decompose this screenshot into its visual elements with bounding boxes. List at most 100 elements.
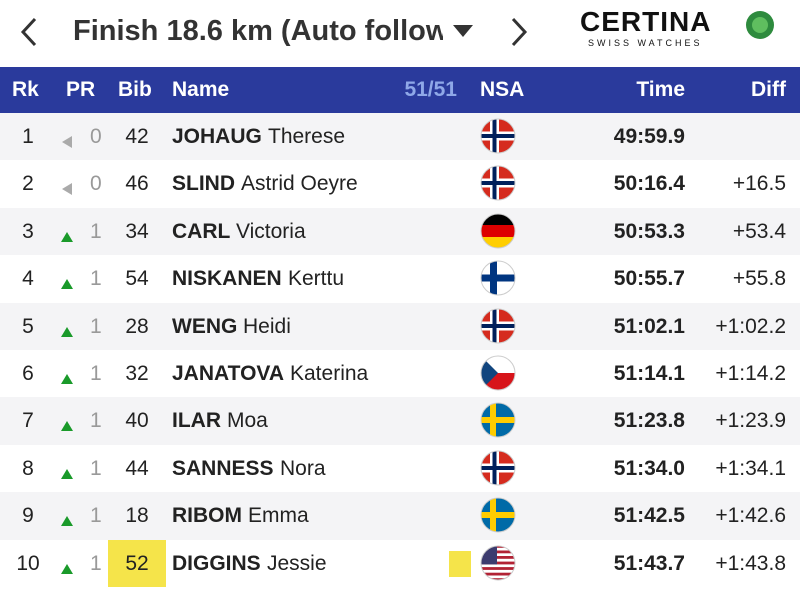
pr-arrow	[60, 320, 74, 337]
column-header: Rk	[12, 78, 39, 101]
last-name: JANATOVA	[172, 362, 285, 385]
last-name: NISKANEN	[172, 267, 282, 291]
rank: 7	[22, 409, 34, 433]
bib: 42	[125, 125, 149, 148]
bib: 54	[125, 267, 149, 291]
time: 49:59.9	[613, 125, 685, 148]
last-name: DIGGINS	[172, 551, 261, 575]
rank: 9	[22, 504, 34, 528]
first-name: Katerina	[290, 362, 369, 385]
bib: 18	[125, 504, 149, 528]
forward-button[interactable]	[508, 16, 530, 48]
time: 51:14.1	[613, 362, 685, 385]
pr-arrow	[60, 509, 74, 527]
pr-change: 1	[90, 504, 102, 528]
column-header: Bib	[118, 78, 152, 101]
last-name: SLIND	[172, 172, 235, 196]
pr-arrow	[60, 557, 74, 574]
pr-arrow	[60, 130, 74, 148]
logo-icon	[746, 11, 774, 39]
first-name: Emma	[248, 504, 309, 528]
result-row[interactable]: 5 1 28 WENG Heidi 51:02.1 +1:02.2	[0, 302, 800, 350]
result-row[interactable]: 1 0 42 JOHAUG Therese 49:59.9	[0, 113, 800, 161]
diff: +55.8	[732, 267, 786, 291]
result-row[interactable]: 4 1 54 NISKANEN Kerttu 50:55.7 +55.8	[0, 255, 800, 303]
column-header: Name	[172, 78, 230, 101]
time: 51:02.1	[613, 314, 685, 338]
pr-change: 1	[90, 551, 102, 575]
dropdown-arrow[interactable]	[452, 24, 474, 38]
column-header: PR	[66, 78, 96, 101]
time: 51:43.7	[613, 551, 685, 575]
time: 50:53.3	[613, 219, 685, 243]
diff: +53.4	[732, 219, 786, 243]
pr-arrow	[60, 462, 74, 479]
top-bar: Finish 18.6 km (Auto follow CERTINA SWIS…	[0, 0, 800, 66]
bib: 52	[125, 551, 149, 575]
flag	[480, 118, 516, 154]
result-row[interactable]: 7 1 40 ILAR Moa 51:23.8 +1:23.9	[0, 397, 800, 445]
bib: 34	[125, 219, 149, 243]
column-header: 51/51	[404, 78, 457, 101]
diff: +1:34.1	[715, 456, 786, 480]
rank: 1	[22, 125, 34, 148]
bib: 46	[125, 172, 149, 196]
pr-change: 1	[90, 362, 102, 385]
result-row[interactable]: 6 1 32 JANATOVA Katerina 51:14.1 +1:14.2	[0, 350, 800, 398]
back-button[interactable]	[18, 16, 40, 48]
first-name: Therese	[268, 125, 346, 148]
column-header: NSA	[480, 78, 525, 101]
pr-change: 0	[90, 125, 102, 148]
time: 50:55.7	[613, 267, 685, 291]
pr-arrow	[60, 414, 74, 432]
flag	[480, 497, 516, 533]
result-row[interactable]: 10 1 52 DIGGINS Jessie 51:43.7 +1:43.8	[0, 539, 800, 587]
title[interactable]: Finish 18.6 km (Auto follow	[73, 15, 443, 47]
time: 51:42.5	[613, 504, 685, 528]
pr-arrow	[60, 272, 74, 290]
time: 51:23.8	[613, 409, 685, 433]
rank: 5	[22, 314, 34, 338]
last-name: SANNESS	[172, 456, 274, 480]
rank: 4	[22, 267, 34, 291]
last-name: ILAR	[172, 409, 221, 433]
pr-arrow	[60, 367, 74, 384]
rank: 10	[16, 551, 40, 575]
last-name: WENG	[172, 314, 238, 338]
time: 50:16.4	[613, 172, 685, 196]
marker	[449, 550, 471, 577]
first-name: Nora	[280, 456, 326, 480]
flag	[480, 213, 516, 249]
first-name: Kerttu	[288, 267, 345, 291]
logo-sub: SWISS WATCHES	[588, 38, 703, 48]
pr-change: 1	[90, 267, 102, 291]
diff: +1:23.9	[715, 409, 786, 433]
flag	[480, 545, 516, 581]
bib-highlight	[108, 539, 166, 587]
rank: 3	[22, 219, 34, 243]
last-name: JOHAUG	[172, 125, 262, 148]
table-header: Rk PR Bib Name 51/51 NSA Time Diff	[0, 67, 800, 113]
result-row[interactable]: 3 1 34 CARL Victoria 50:53.3 +53.4	[0, 207, 800, 256]
pr-arrow	[60, 225, 74, 242]
rank: 6	[22, 362, 34, 385]
diff: +16.5	[732, 172, 786, 196]
time: 51:34.0	[613, 456, 685, 480]
last-name: CARL	[172, 219, 231, 243]
first-name: Moa	[227, 409, 268, 433]
last-name: RIBOM	[172, 504, 242, 528]
first-name: Victoria	[236, 219, 306, 243]
pr-arrow	[60, 177, 74, 196]
result-row[interactable]: 9 1 18 RIBOM Emma 51:42.5 +1:42.6	[0, 492, 800, 540]
rank: 8	[22, 456, 34, 480]
logo: CERTINA	[580, 6, 712, 37]
diff: +1:42.6	[715, 504, 786, 528]
result-row[interactable]: 2 0 46 SLIND Astrid Oeyre 50:16.4 +16.5	[0, 160, 800, 208]
flag	[480, 355, 516, 391]
result-row[interactable]: 8 1 44 SANNESS Nora 51:34.0 +1:34.1	[0, 444, 800, 493]
pr-change: 1	[90, 456, 102, 480]
first-name: Jessie	[267, 551, 327, 575]
flag	[480, 402, 516, 438]
rank: 2	[22, 172, 34, 196]
